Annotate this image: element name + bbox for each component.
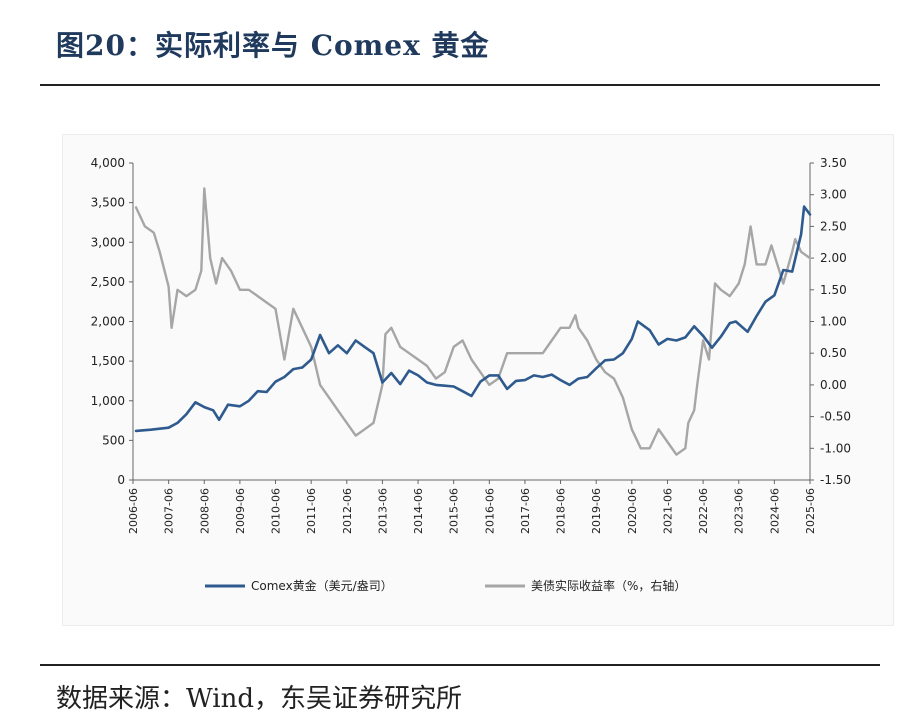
x-tick-label: 2019-06 [590,488,603,534]
x-tick-label: 2023-06 [733,488,746,534]
x-tick-label: 2008-06 [198,488,211,534]
y-left-tick-label: 2,000 [91,315,125,329]
y-left-tick-label: 1,000 [91,394,125,408]
x-tick-label: 2010-06 [270,488,283,534]
figure-title: 图20：实际利率与 Comex 黄金 [56,29,490,62]
x-tick-label: 2009-06 [234,488,247,534]
series-line-real-yield [134,187,812,456]
y-left-tick-label: 3,000 [91,235,125,249]
y-left-tick-label: 1,500 [91,354,125,368]
x-tick-label: 2020-06 [626,488,639,534]
x-tick-label: 2015-06 [448,488,461,534]
x-tick-label: 2013-06 [376,488,389,534]
y-right-tick-label: 0.50 [820,346,847,360]
y-right-tick-label: 1.00 [820,315,847,329]
y-right-tick-label: 3.50 [820,156,847,170]
x-tick-label: 2006-06 [127,488,140,534]
series-line-comex-gold [134,205,812,433]
y-right-tick-label: -1.00 [820,441,851,455]
y-right-tick-label: 0.00 [820,378,847,392]
y-left-tick-label: 0 [117,473,125,487]
x-tick-label: 2012-06 [341,488,354,534]
x-tick-label: 2014-06 [412,488,425,534]
x-tick-label: 2024-06 [768,488,781,534]
source-note: 数据来源：Wind，东吴证券研究所 [56,684,462,714]
x-tick-label: 2007-06 [163,488,176,534]
bottom-rule [40,664,880,666]
legend-label: 美债实际收益率（%，右轴） [531,578,686,593]
y-left-tick-label: 4,000 [91,156,125,170]
chart-lines [134,187,812,456]
x-tick-label: 2022-06 [697,488,710,534]
x-tick-label: 2025-06 [804,488,817,534]
x-tick-label: 2016-06 [483,488,496,534]
x-tick-label: 2017-06 [519,488,532,534]
x-tick-label: 2021-06 [661,488,674,534]
y-right-tick-label: 3.00 [820,188,847,202]
y-right-tick-label: 2.50 [820,219,847,233]
legend-label: Comex黄金（美元/盎司） [251,578,393,593]
y-right-tick-label: 2.00 [820,251,847,265]
y-left-tick-label: 500 [102,433,125,447]
x-tick-label: 2011-06 [305,488,318,534]
y-right-tick-label: -0.50 [820,410,851,424]
y-left-tick-label: 3,500 [91,196,125,210]
top-rule [40,84,880,86]
y-left-tick-label: 2,500 [91,275,125,289]
y-right-tick-label: -1.50 [820,473,851,487]
chart-axes: 0 500 1,000 1,500 2,000 2,500 3,000 3,500 4,000 -… [91,156,851,534]
chart-legend: Comex黄金（美元/盎司） 美债实际收益率（%，右轴） [205,578,686,593]
chart-panel [62,134,894,626]
y-right-tick-label: 1.50 [820,283,847,297]
x-tick-label: 2018-06 [555,488,568,534]
